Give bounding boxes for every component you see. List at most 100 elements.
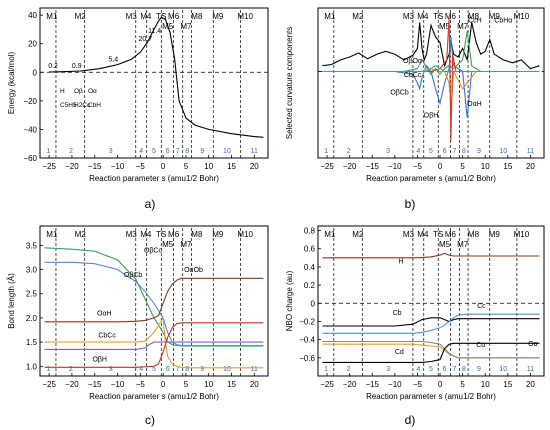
- region-number: 9: [200, 148, 204, 155]
- y-tick-label: 1.5: [26, 338, 38, 347]
- region-number: 2: [69, 366, 73, 373]
- region-number: 7: [176, 366, 180, 373]
- plot-frame: [39, 225, 269, 377]
- series-line: [322, 342, 540, 363]
- top-label: M3: [403, 230, 415, 239]
- x-tick-label: 15: [503, 380, 512, 389]
- region-number: 6: [166, 148, 170, 155]
- region-number: 1: [324, 366, 328, 373]
- top-label: M3: [403, 12, 415, 21]
- top-label: M8: [468, 230, 480, 239]
- data-annotation: OβCb: [124, 272, 143, 279]
- region-number: 2: [347, 366, 351, 373]
- data-annotation: H: [398, 258, 403, 265]
- region-number: 1: [46, 366, 50, 373]
- region-number: 11: [251, 366, 258, 373]
- top-label: M8: [191, 230, 203, 239]
- x-tick-label: 15: [227, 380, 236, 389]
- series-line: [44, 316, 264, 369]
- structure-label: CbH: [88, 102, 101, 109]
- data-annotation: CbCc: [404, 72, 422, 79]
- data-annotation: 0.2: [48, 63, 58, 70]
- panel-label: c): [145, 413, 155, 427]
- x-tick-label: 0: [161, 162, 166, 171]
- top-label: M10: [514, 230, 530, 239]
- top-label: M4: [140, 12, 152, 21]
- top-label: M2: [352, 230, 364, 239]
- region-number: 6: [443, 366, 447, 373]
- y-tick-label: 1.0: [26, 362, 38, 371]
- plot-frame: [317, 7, 545, 159]
- top-label: M5: [162, 240, 174, 249]
- series-line: [44, 322, 264, 368]
- top-label: M5: [439, 22, 451, 31]
- x-tick-label: −15: [365, 380, 379, 389]
- y-tick-label: −60: [23, 154, 37, 163]
- y-tick-label: 2.0: [26, 314, 38, 323]
- data-annotation: OαH: [467, 101, 482, 108]
- region-number: 3: [386, 366, 390, 373]
- y-tick-label: −20: [23, 97, 37, 106]
- top-label: M9: [212, 12, 224, 21]
- x-tick-label: 0: [438, 380, 443, 389]
- x-tick-label: −15: [88, 380, 102, 389]
- region-number: 5: [152, 366, 156, 373]
- x-tick-label: 10: [481, 162, 490, 171]
- y-tick-label: 2.5: [26, 290, 38, 299]
- data-annotation: Cd: [395, 349, 404, 356]
- data-annotation: OαOb: [184, 267, 203, 274]
- region-number: 4: [139, 148, 143, 155]
- x-tick-label: −10: [111, 162, 125, 171]
- x-tick-label: 20: [526, 380, 535, 389]
- top-label: M9: [212, 230, 224, 239]
- x-tick-label: −20: [65, 162, 79, 171]
- y-tick-label: 40: [28, 11, 37, 20]
- region-number: 3: [109, 366, 113, 373]
- data-annotation: OβCb: [390, 90, 409, 97]
- region-number: 7: [453, 148, 457, 155]
- structure-label: H: [60, 88, 65, 95]
- y-axis-label: NBO charge (au): [285, 270, 294, 331]
- region-number: 8: [462, 366, 466, 373]
- top-label: M1: [324, 12, 336, 21]
- x-tick-label: 20: [250, 162, 259, 171]
- panel-label: a): [145, 197, 156, 211]
- x-tick-label: −10: [111, 380, 125, 389]
- x-tick-label: 5: [460, 380, 465, 389]
- region-number: 6: [166, 366, 170, 373]
- data-annotation: 20.7: [138, 36, 152, 43]
- series-line: [322, 36, 540, 118]
- y-tick-label: 20: [28, 40, 37, 49]
- top-label: M1: [46, 230, 58, 239]
- x-tick-label: −10: [388, 162, 402, 171]
- x-tick-label: 15: [227, 162, 236, 171]
- region-number: 8: [185, 366, 189, 373]
- x-axis-label: Reaction parameter s (amu1/2 Bohr): [89, 392, 219, 401]
- top-label: M2: [75, 12, 87, 21]
- series-line: [322, 313, 540, 334]
- data-annotation: OβOα: [403, 58, 422, 65]
- y-tick-label: −0.4: [299, 336, 315, 345]
- x-tick-label: −15: [88, 162, 102, 171]
- y-tick-label: −40: [23, 125, 37, 134]
- top-label: TS: [433, 230, 443, 239]
- region-number: 9: [200, 366, 204, 373]
- plot-frame: [39, 7, 269, 159]
- region-number: 3: [109, 148, 113, 155]
- series-line: [322, 16, 540, 141]
- x-tick-label: 20: [250, 380, 259, 389]
- region-number: 5: [429, 366, 433, 373]
- y-tick-label: −0.2: [299, 317, 315, 326]
- top-label: M4: [140, 230, 152, 239]
- y-tick-label: 0: [311, 299, 316, 308]
- x-tick-label: −10: [388, 380, 402, 389]
- region-number: 4: [139, 366, 143, 373]
- data-annotation: CbHα: [494, 17, 512, 24]
- region-number: 4: [416, 366, 420, 373]
- top-label: M8: [468, 12, 480, 21]
- top-label: M7: [180, 240, 192, 249]
- data-annotation: 11.4: [148, 28, 161, 35]
- top-label: M6: [168, 12, 180, 21]
